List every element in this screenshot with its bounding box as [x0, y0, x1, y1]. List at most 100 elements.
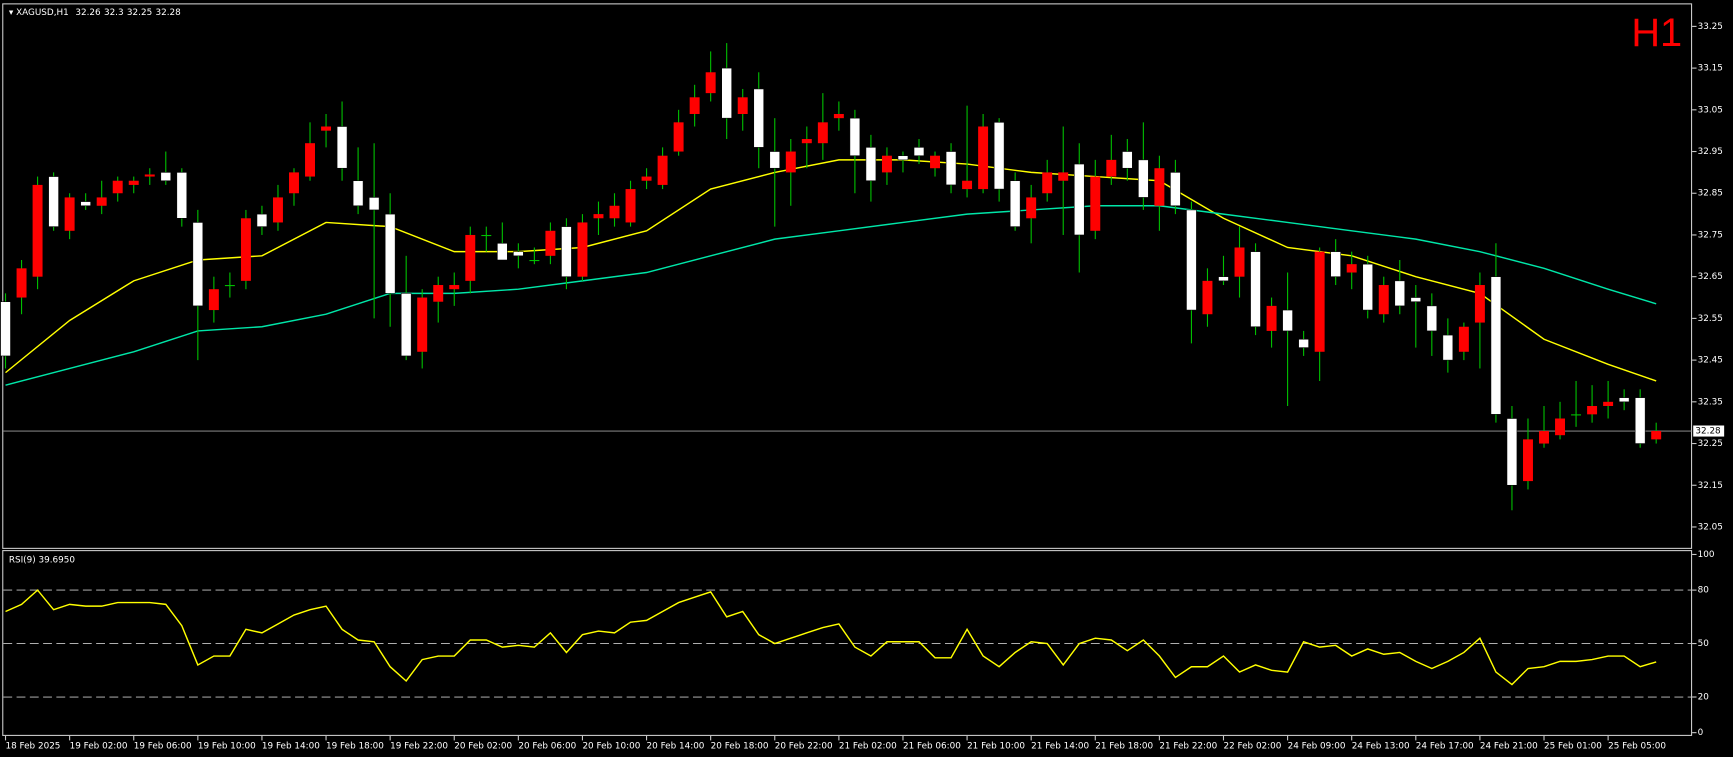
candle-body — [1250, 251, 1261, 328]
candle-body — [352, 180, 364, 207]
header-high: 32.3 — [104, 8, 124, 18]
candle-body — [577, 222, 588, 277]
y-tick-label: 32.65 — [1698, 272, 1723, 282]
y-tick-label: 20 — [1698, 693, 1710, 703]
candle-body — [1651, 431, 1662, 440]
candle-body — [321, 126, 332, 131]
x-tick-label: 19 Feb 02:00 — [70, 741, 128, 751]
candle-body — [833, 113, 844, 119]
y-tick-label: 32.05 — [1698, 522, 1723, 532]
y-tick-label: 32.75 — [1698, 230, 1723, 240]
candle-body — [913, 147, 925, 156]
candle-body — [1282, 309, 1293, 332]
candle-body — [289, 172, 299, 194]
candle-body — [849, 117, 861, 156]
header-arrow: ▾ — [9, 8, 16, 18]
y-tick-label: 32.15 — [1698, 481, 1723, 491]
candle-body — [96, 197, 107, 206]
bid-label: 32.28 — [1695, 427, 1721, 437]
candle-body — [481, 234, 492, 237]
x-tick-label: 21 Feb 10:00 — [967, 741, 1025, 751]
candle-body — [336, 126, 348, 169]
x-tick-label: 19 Feb 22:00 — [390, 741, 448, 751]
x-tick-label: 20 Feb 06:00 — [518, 741, 576, 751]
candle-body — [449, 285, 460, 290]
candle-body — [433, 285, 444, 302]
candle-body — [1634, 397, 1646, 444]
y-tick-label: 0 — [1698, 728, 1704, 738]
candle-body — [1266, 305, 1277, 331]
candle-body — [785, 151, 796, 173]
header-close: 32.28 — [156, 8, 182, 18]
candle-body — [993, 122, 1005, 190]
y-tick-label: 100 — [1698, 550, 1715, 560]
candle-body — [657, 155, 668, 185]
x-tick-label: 19 Feb 14:00 — [262, 741, 320, 751]
x-tick-label: 20 Feb 02:00 — [454, 741, 512, 751]
candle-body — [1442, 334, 1454, 361]
candle-body — [1587, 405, 1598, 415]
candle-body — [1218, 276, 1229, 282]
candle-body — [128, 180, 139, 185]
candle-body — [641, 176, 652, 181]
x-tick-label: 20 Feb 10:00 — [582, 741, 640, 751]
symbol-label: XAGUSD,H1 — [16, 8, 69, 18]
candle-body — [945, 151, 957, 186]
candle-body — [673, 122, 684, 152]
price-panel-frame — [2, 3, 1693, 549]
candle-body — [1186, 209, 1197, 311]
plot-layer: 32.05 32.15 32.25 32.35 32.45 32.55 32.65 32.75… — [0, 22, 1725, 751]
candle-body — [561, 226, 572, 277]
candle-body — [400, 293, 412, 357]
candle-body — [368, 197, 380, 211]
candle-body — [1571, 414, 1582, 416]
candle-body — [1539, 431, 1549, 444]
y-tick-label: 32.95 — [1698, 147, 1723, 157]
y-tick-label: 32.35 — [1698, 397, 1723, 407]
candle-body — [817, 122, 828, 144]
candle-body — [1426, 305, 1438, 332]
candle-body — [112, 180, 123, 194]
x-tick-label: 19 Feb 18:00 — [326, 741, 384, 751]
chart-header: ▾ XAGUSD,H1 32.26 32.3 32.25 32.28 — [9, 8, 181, 18]
y-tick-label: 33.25 — [1698, 22, 1723, 32]
candle-body — [1523, 439, 1533, 482]
candle-body — [48, 176, 59, 227]
candle-body — [1506, 418, 1518, 486]
candle-body — [208, 289, 219, 311]
x-tick-label: 24 Feb 13:00 — [1352, 741, 1410, 751]
x-tick-label: 24 Feb 17:00 — [1416, 741, 1474, 751]
timeframe-badge: H1 — [1631, 11, 1682, 55]
candle-body — [1090, 176, 1101, 231]
candle-body — [1298, 338, 1309, 348]
header-open: 32.26 — [75, 8, 101, 18]
candle-body — [1138, 159, 1149, 198]
x-tick-label: 21 Feb 14:00 — [1031, 741, 1089, 751]
y-tick-label: 50 — [1698, 639, 1710, 649]
candle-body — [769, 151, 781, 169]
y-tick-label: 33.15 — [1698, 64, 1723, 74]
candle-body — [753, 88, 764, 148]
header-low: 32.25 — [127, 8, 152, 18]
candle-body — [1394, 280, 1406, 307]
candle-body — [721, 67, 732, 119]
candle-body — [1474, 285, 1485, 323]
candle-body — [1410, 297, 1422, 302]
candle-body — [80, 201, 91, 207]
candle-body — [865, 147, 877, 182]
candle-body — [1346, 264, 1357, 273]
candle-body — [1042, 172, 1053, 194]
candle-body — [1378, 285, 1389, 315]
candle-body — [417, 297, 428, 352]
x-tick-label: 21 Feb 02:00 — [839, 741, 897, 751]
candle-body — [625, 189, 636, 223]
candle-body — [1074, 163, 1085, 236]
candle-body — [705, 72, 716, 94]
x-tick-label: 25 Feb 05:00 — [1608, 741, 1666, 751]
candle-body — [1122, 151, 1133, 169]
candle-body — [529, 259, 540, 262]
y-tick-label: 80 — [1698, 586, 1710, 596]
candle-body — [272, 197, 283, 223]
candle-body — [465, 234, 476, 281]
